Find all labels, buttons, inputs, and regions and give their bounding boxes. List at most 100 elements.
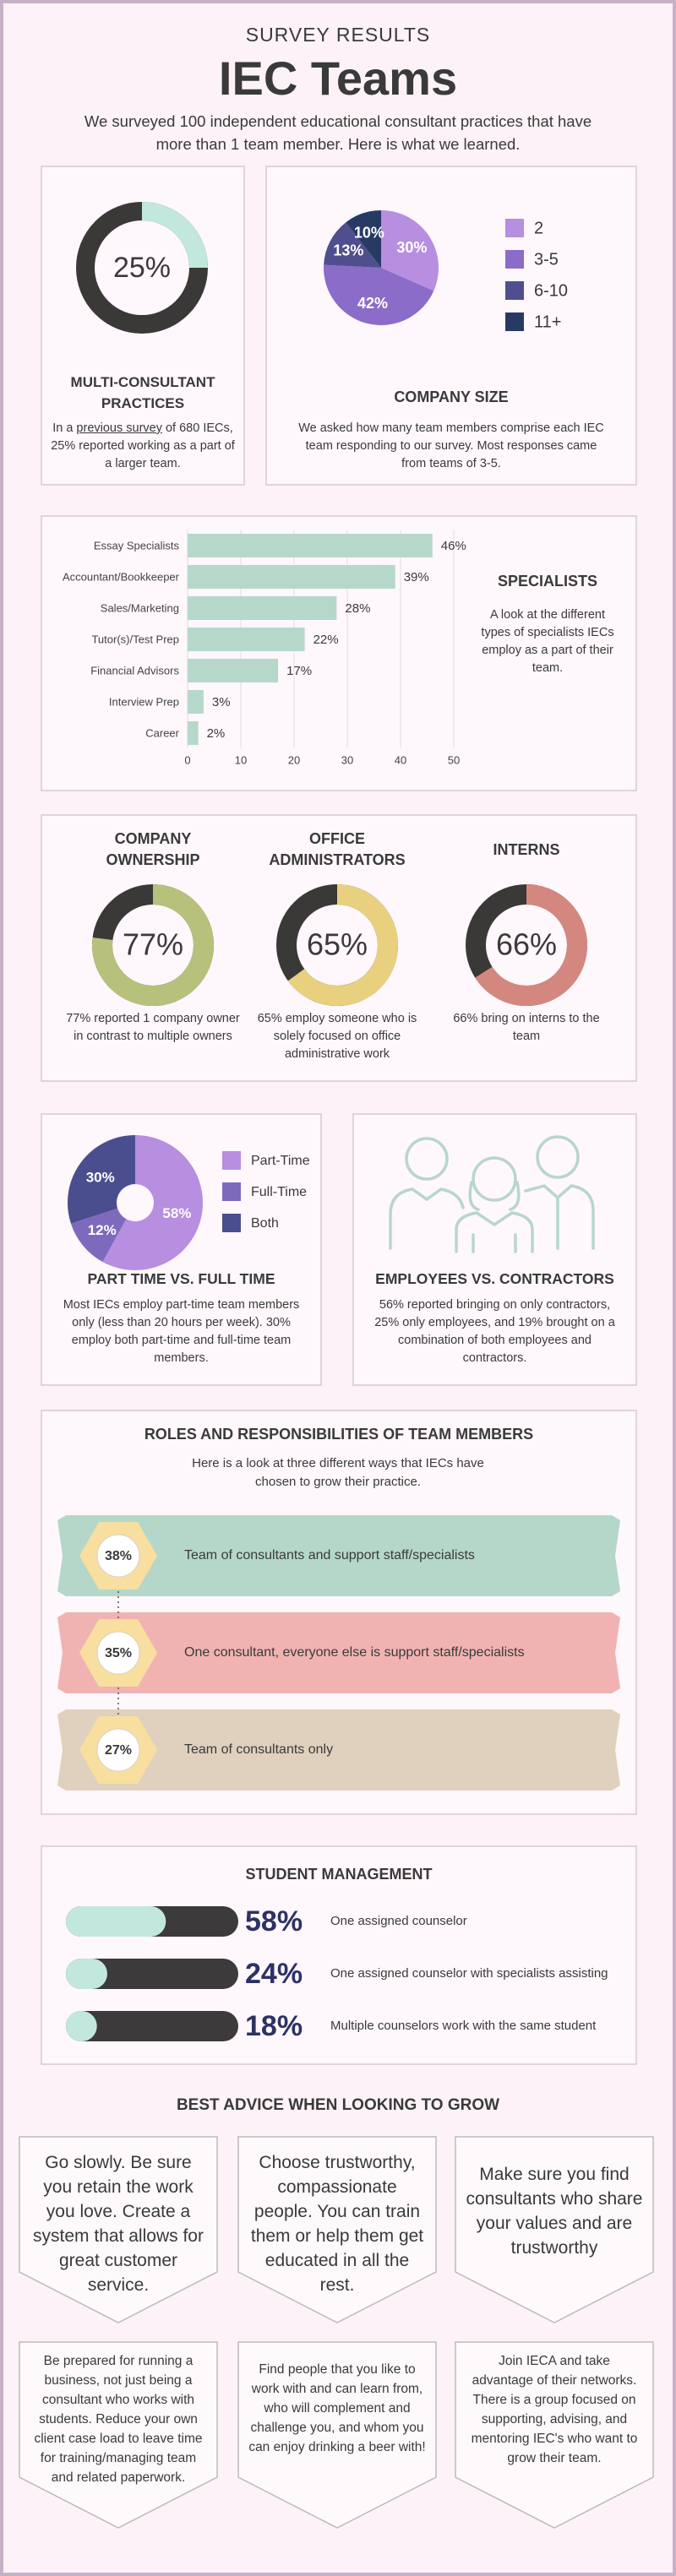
card-text: In a previous survey of 680 IECs, 25% re… xyxy=(50,420,236,473)
badge-circle xyxy=(96,1728,140,1772)
advice-text: Make sure you find consultants who share… xyxy=(466,2165,643,2258)
category-label: Sales/Marketing xyxy=(101,601,179,614)
advice-shield xyxy=(455,2341,654,2529)
donut-label: 77% xyxy=(123,927,183,962)
donut-arc xyxy=(475,884,587,1006)
donut-arc xyxy=(141,202,208,269)
survey-link[interactable]: previous survey xyxy=(76,421,162,435)
badge-label: 38% xyxy=(105,1549,132,1563)
advice-shield xyxy=(455,2136,654,2323)
slice-label: 10% xyxy=(354,225,384,242)
value-label: 17% xyxy=(286,664,312,678)
legend-swatch xyxy=(505,250,524,269)
slice-label: 30% xyxy=(396,239,427,256)
card-title: SPECIALISTS xyxy=(497,573,598,590)
donut-slice xyxy=(102,1135,203,1270)
slice-label: 58% xyxy=(162,1205,191,1221)
badge-circle xyxy=(96,1631,140,1675)
role-text: Team of consultants only xyxy=(184,1742,334,1757)
advice-text: Be prepared for running a business, not … xyxy=(34,2354,203,2485)
value-label: 22% xyxy=(313,633,339,647)
legend-label: Full-Time xyxy=(251,1185,307,1199)
card-title: COMPANY SIZE xyxy=(394,389,509,405)
donut-arc xyxy=(287,884,398,1006)
legend-swatch xyxy=(505,219,524,237)
card xyxy=(265,166,637,486)
management-text: One assigned counselor xyxy=(330,1914,467,1928)
pie-slice xyxy=(324,222,381,268)
icon-body xyxy=(389,1187,465,1250)
pie-slice xyxy=(346,210,381,268)
icon-body xyxy=(455,1181,534,1253)
icon-head xyxy=(405,1137,449,1181)
section-title: BEST ADVICE WHEN LOOKING TO GROW xyxy=(176,2096,500,2114)
legend-swatch xyxy=(222,1182,241,1201)
card-text: We asked how many team members comprise … xyxy=(298,421,604,470)
advice-shield xyxy=(237,2341,437,2529)
legend-swatch xyxy=(222,1151,241,1170)
legend-label: Part-Time xyxy=(251,1154,310,1168)
management-text: One assigned counselor with specialists … xyxy=(330,1966,608,1981)
text: In a xyxy=(52,421,77,435)
legend-label: Both xyxy=(251,1216,279,1231)
bar xyxy=(188,659,279,682)
donut-label: 65% xyxy=(307,927,368,962)
slice-label: 30% xyxy=(86,1170,115,1186)
bar xyxy=(188,721,199,745)
legend-label: 11+ xyxy=(534,312,561,331)
card-text: A look at the different types of special… xyxy=(481,608,614,675)
category-label: Essay Specialists xyxy=(94,539,180,552)
role-banner xyxy=(57,1515,620,1596)
card-title: INTERNS xyxy=(493,840,560,858)
x-tick-label: 40 xyxy=(395,753,406,766)
value-label: 2% xyxy=(207,726,226,741)
slice-label: 13% xyxy=(333,242,363,259)
x-tick-label: 30 xyxy=(341,753,353,766)
donut-label: 66% xyxy=(496,927,557,962)
role-text: Team of consultants and support staff/sp… xyxy=(184,1548,475,1562)
pie-slice xyxy=(381,210,439,291)
people-icon xyxy=(389,1135,595,1253)
card-title: PART TIME VS. FULL TIME xyxy=(87,1270,275,1287)
advice-text: Find people that you like to work with a… xyxy=(248,2362,426,2454)
legend-swatch xyxy=(222,1214,241,1232)
advice-shield xyxy=(237,2136,437,2323)
icon-head xyxy=(472,1156,517,1202)
x-tick-label: 10 xyxy=(235,753,247,766)
category-label: Interview Prep xyxy=(109,695,179,708)
advice-text: Go slowly. Be sure you retain the work y… xyxy=(33,2153,204,2295)
pie-slice xyxy=(324,264,434,325)
card-text: 77% reported 1 company owner in contrast… xyxy=(66,1012,240,1043)
x-tick-label: 50 xyxy=(448,753,460,766)
icon-head xyxy=(536,1135,580,1179)
advice-text: Join IECA and take advantage of their ne… xyxy=(471,2354,638,2465)
legend-label: 3-5 xyxy=(534,250,559,269)
progress-label: 24% xyxy=(245,1958,303,1990)
progress-fill xyxy=(66,1906,166,1937)
role-banner xyxy=(57,1612,620,1693)
slice-label: 42% xyxy=(357,295,388,312)
bar xyxy=(188,596,337,620)
progress-fill xyxy=(66,2011,97,2041)
icon-body xyxy=(524,1184,595,1250)
bar xyxy=(188,628,305,651)
advice-text: Choose trustworthy, compassionate people… xyxy=(250,2153,424,2295)
card-title: EMPLOYEES VS. CONTRACTORS xyxy=(375,1270,614,1287)
donut-arc xyxy=(92,884,214,1006)
legend-swatch xyxy=(505,281,524,300)
card-text: Most IECs employ part-time team members … xyxy=(63,1298,300,1365)
card-text: 66% bring on interns to the team xyxy=(453,1012,600,1043)
category-label: Financial Advisors xyxy=(90,664,179,677)
kicker: SURVEY RESULTS xyxy=(245,24,431,46)
role-text: One consultant, everyone else is support… xyxy=(184,1645,525,1660)
legend-swatch xyxy=(505,312,524,331)
card-title: MULTI-CONSULTANT PRACTICES xyxy=(70,374,215,411)
card-title: ROLES AND RESPONSIBILITIES OF TEAM MEMBE… xyxy=(144,1426,534,1443)
donut-slice xyxy=(68,1135,137,1224)
page-title: IEC Teams xyxy=(218,52,458,105)
badge-label: 35% xyxy=(105,1646,132,1660)
category-label: Tutor(s)/Test Prep xyxy=(91,633,179,645)
